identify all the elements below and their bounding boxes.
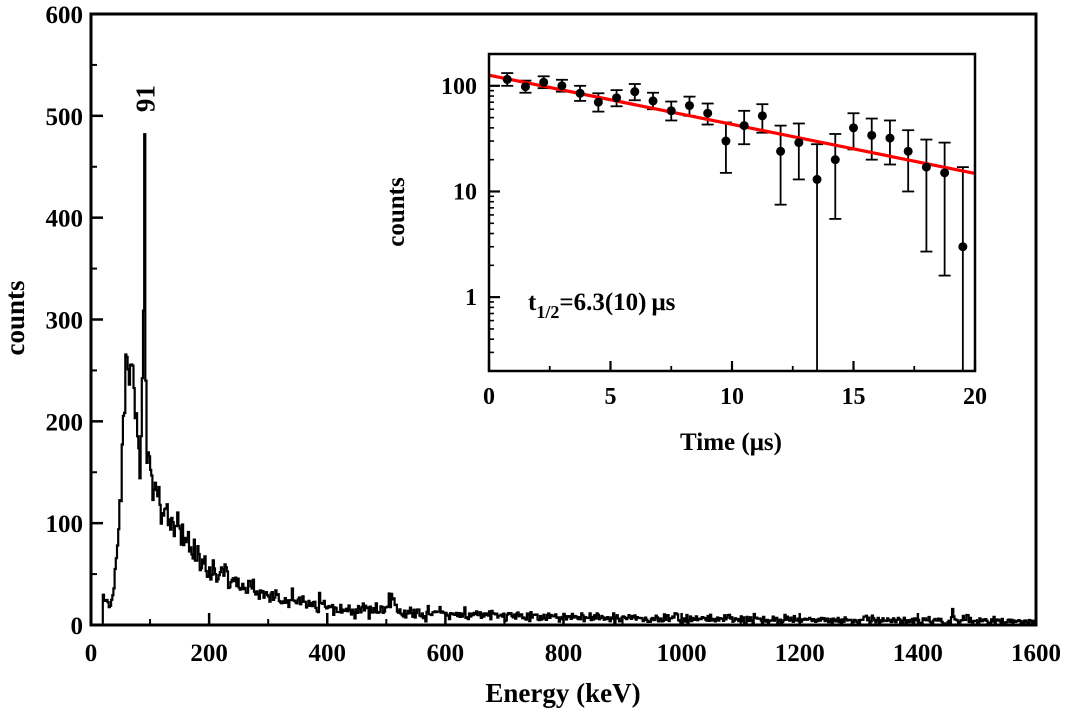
y-tick-label-0: 0 [71, 613, 84, 640]
inset-x-axis-title: Time (μs) [680, 429, 782, 456]
inset-x-tick-label-5: 5 [605, 384, 617, 410]
data-point [612, 93, 622, 103]
data-point [593, 97, 603, 107]
data-point [648, 96, 658, 106]
inset-x-tick-label-0: 0 [483, 384, 495, 410]
inset-x-tick-label-15: 15 [842, 384, 866, 410]
x-axis-title: Energy (keV) [485, 678, 640, 708]
inset-data-points [502, 74, 968, 252]
inset-plot: 0 5 10 15 20 1 10 100 Time (μs) counts t1/2=6.3… [383, 52, 987, 456]
data-point [539, 77, 549, 87]
y-axis-title: counts [0, 280, 30, 355]
y-tick-label-100: 100 [46, 511, 84, 538]
y-tick-label-300: 300 [46, 308, 84, 335]
inset-x-tick-label-10: 10 [720, 384, 744, 410]
data-point [703, 108, 713, 118]
data-point [830, 155, 840, 165]
data-point [721, 136, 731, 146]
x-tick-label-600: 600 [427, 640, 465, 667]
spectrum-line [101, 133, 1036, 627]
inset-y-tick-label-1: 1 [465, 285, 477, 311]
y-tick-label-200: 200 [46, 409, 84, 436]
half-life-subscript: 1/2 [536, 302, 559, 322]
x-tick-label-0: 0 [85, 640, 98, 667]
data-point [849, 123, 858, 133]
data-point [557, 81, 567, 91]
y-tick-label-400: 400 [46, 206, 84, 233]
fit-line [488, 73, 976, 176]
x-tick-label-200: 200 [190, 640, 228, 667]
data-point [666, 106, 676, 116]
data-point [885, 133, 895, 143]
data-point [794, 138, 804, 148]
data-point [757, 111, 767, 121]
half-life-symbol: t [528, 289, 537, 316]
x-tick-label-1400: 1400 [893, 640, 943, 667]
x-tick-label-400: 400 [309, 640, 347, 667]
inset-axis-tick-labels: 0 5 10 15 20 1 10 100 [441, 74, 987, 410]
data-point [867, 130, 877, 140]
data-point [575, 88, 585, 98]
inset-x-tick-label-20: 20 [963, 384, 987, 410]
x-tick-label-1000: 1000 [657, 640, 707, 667]
data-point [684, 101, 694, 111]
data-point [630, 87, 640, 97]
y-tick-label-600: 600 [46, 2, 84, 29]
x-tick-label-1200: 1200 [775, 640, 825, 667]
data-point [502, 74, 512, 84]
data-point [520, 82, 530, 92]
x-tick-label-1600: 1600 [1011, 640, 1061, 667]
data-point [776, 146, 786, 156]
main-plot: 0 200 400 600 800 1000 1200 1400 160001002003004… [0, 2, 1061, 708]
inset-plot-frame [487, 52, 977, 373]
half-life-annotation: t1/2=6.3(10) μs [528, 289, 676, 322]
data-point [903, 146, 913, 156]
data-point [739, 121, 749, 131]
data-point [958, 242, 968, 252]
main-axis-tick-labels: 0 200 400 600 800 1000 1200 1400 160001002003004… [46, 2, 1062, 667]
inset-plot-background [489, 54, 975, 371]
peak-label: 91 [131, 85, 161, 112]
x-tick-label-800: 800 [545, 640, 583, 667]
inset-y-tick-label-10: 10 [453, 179, 477, 205]
inset-y-axis-title: counts [383, 177, 410, 247]
data-point [940, 168, 950, 178]
y-tick-label-500: 500 [46, 104, 84, 131]
data-point [812, 174, 822, 184]
data-point [921, 162, 931, 172]
inset-y-tick-label-100: 100 [441, 74, 477, 100]
half-life-value: =6.3(10) μs [559, 289, 675, 316]
